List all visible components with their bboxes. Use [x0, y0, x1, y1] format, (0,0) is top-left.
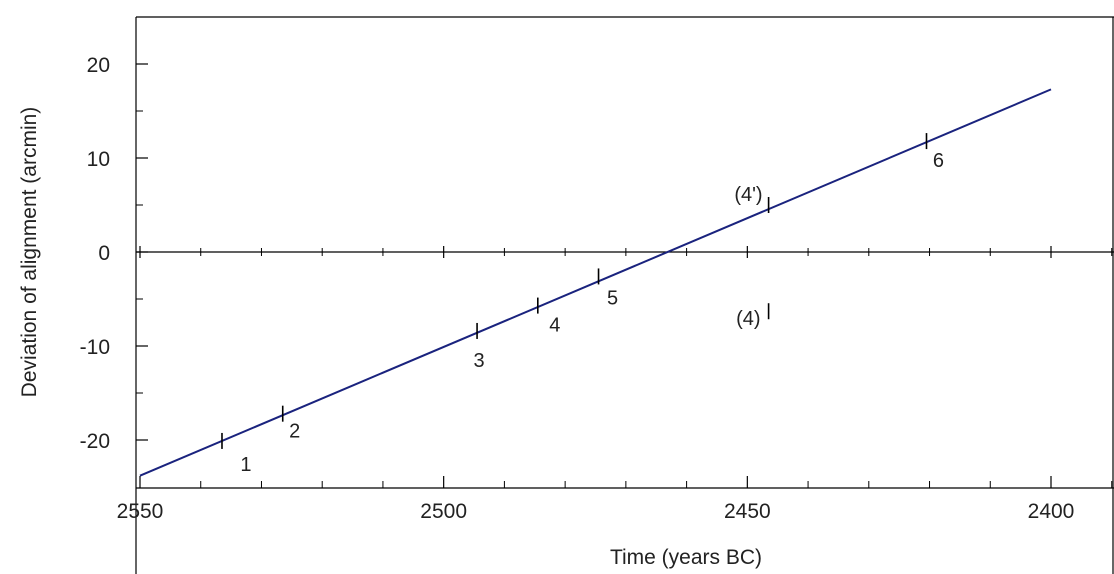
points-layer: 1 2 3 4 5 (4') (4) 6 — [221, 133, 944, 476]
y-tick-label: -10 — [80, 336, 110, 359]
x-tick-label: 2450 — [724, 500, 771, 523]
point-label: 3 — [474, 350, 485, 372]
x-tick-label: 2500 — [420, 500, 467, 523]
y-axis-title: Deviation of alignment (arcmin) — [18, 107, 41, 398]
x-axis-title: Time (years BC) — [610, 546, 762, 569]
x-tick-label: 2400 — [1028, 500, 1075, 523]
series-line — [139, 88, 1052, 477]
point-label: (4') — [734, 184, 762, 206]
point-label: 4 — [549, 315, 560, 337]
point-label: 6 — [933, 150, 944, 172]
y-tick-label: -20 — [80, 430, 110, 453]
x-tick-label: 2550 — [117, 500, 164, 523]
y-tick-label: 10 — [87, 148, 110, 171]
ticks-layer: 2550 2500 2450 2400 20 10 0 -10 -20 — [80, 54, 1113, 523]
point-label: 5 — [607, 287, 618, 309]
series-layer — [139, 88, 1052, 477]
point-label: 2 — [289, 421, 300, 443]
point-label: (4) — [736, 308, 760, 330]
point-label: 1 — [240, 454, 251, 476]
y-tick-label: 20 — [87, 54, 110, 77]
y-tick-label: 0 — [98, 242, 110, 265]
